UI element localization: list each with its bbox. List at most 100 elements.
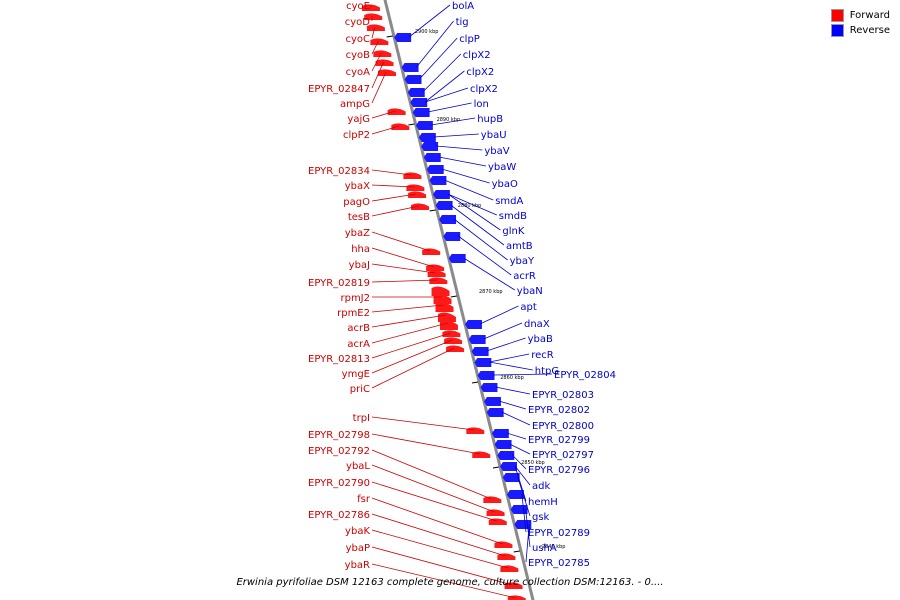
reverse-gene-leader — [463, 257, 516, 291]
reverse-gene-leader — [425, 87, 469, 103]
forward-gene-leader — [371, 184, 415, 188]
forward-gene-block — [408, 191, 427, 198]
forward-gene-label: ybaZ — [345, 228, 370, 239]
scale-tick — [408, 123, 415, 126]
reverse-gene-label: amtB — [506, 241, 533, 252]
reverse-gene-block — [502, 473, 520, 482]
reverse-gene-leader — [424, 70, 465, 103]
scale-tick — [492, 466, 500, 469]
reverse-gene-block — [506, 490, 524, 499]
forward-gene-block — [427, 270, 446, 277]
reverse-gene-leader — [441, 168, 490, 184]
forward-gene-leader — [371, 416, 475, 431]
forward-gene-leader — [371, 26, 376, 39]
reverse-gene-block — [510, 505, 528, 514]
forward-gene-label: acrB — [347, 323, 370, 334]
forward-gene-label: ampG — [340, 99, 370, 110]
forward-gene-label: hha — [351, 244, 370, 255]
scale-tick-label: 2840 kbp — [542, 544, 566, 550]
forward-gene-leader — [371, 71, 387, 104]
forward-gene-label: trpI — [353, 413, 370, 424]
reverse-gene-label: EPYR_02800 — [532, 421, 594, 432]
forward-gene-label: ymgE — [342, 369, 370, 380]
forward-gene-label: EPYR_02819 — [308, 278, 370, 289]
reverse-gene-label: adk — [532, 481, 550, 492]
reverse-gene-leader — [521, 493, 527, 533]
reverse-swatch — [830, 24, 844, 37]
forward-gene-leader — [371, 231, 431, 252]
reverse-gene-leader — [498, 400, 527, 410]
reverse-gene-label: smdA — [495, 196, 523, 207]
forward-gene-leader — [371, 529, 509, 569]
forward-gene-label: cyoA — [346, 67, 371, 78]
reverse-gene-leader — [408, 4, 451, 38]
reverse-gene-block — [404, 75, 422, 84]
reverse-gene-block — [432, 190, 450, 199]
forward-gene-label: cyoD — [345, 17, 371, 28]
reverse-gene-block — [415, 121, 433, 130]
scale-tick — [513, 550, 520, 553]
reverse-gene-leader — [430, 117, 476, 126]
forward-gene-leader — [371, 279, 438, 283]
forward-gene-leader — [371, 433, 481, 455]
forward-gene-block — [431, 286, 450, 296]
scale-tick-label: 2860 kbp — [500, 375, 524, 381]
forward-gene-label: ybaJ — [349, 260, 370, 271]
reverse-gene-label: clpX2 — [470, 84, 498, 95]
forward-gene-leader — [371, 546, 513, 586]
reverse-gene-label: gsk — [532, 512, 550, 523]
reverse-gene-label: recR — [531, 350, 554, 361]
reverse-gene-label: tig — [456, 17, 469, 28]
reverse-gene-label: EPYR_02785 — [528, 558, 590, 569]
forward-gene-leader — [371, 247, 435, 268]
forward-gene-block — [361, 4, 380, 11]
reverse-gene-block — [407, 88, 425, 97]
forward-gene-leader — [371, 193, 417, 202]
reverse-gene-block — [435, 201, 453, 210]
reverse-gene-label: ybaW — [488, 162, 516, 173]
reverse-gene-label: EPYR_02796 — [528, 465, 590, 476]
forward-gene-block — [444, 337, 463, 344]
reverse-gene-leader — [489, 353, 530, 363]
forward-gene-leader — [369, 4, 373, 8]
reverse-gene-leader — [433, 133, 479, 138]
reverse-gene-leader — [450, 204, 505, 246]
forward-gene-label: EPYR_02834 — [308, 166, 370, 177]
forward-gene-leader — [371, 322, 449, 344]
reverse-gene-block — [439, 215, 457, 224]
reverse-gene-leader — [438, 156, 487, 167]
forward-gene-leader — [371, 497, 503, 545]
forward-gene-leader — [371, 125, 400, 135]
reverse-gene-label: hemH — [528, 497, 558, 508]
reverse-gene-label: bolA — [452, 1, 474, 12]
forward-gene-block — [373, 50, 392, 57]
forward-gene-label: ybaR — [345, 560, 370, 571]
reverse-gene-block — [429, 176, 447, 185]
forward-gene-label: ybaK — [345, 526, 370, 537]
forward-gene-label: cyoE — [346, 1, 370, 12]
forward-gene-label: pagO — [343, 197, 370, 208]
reverse-gene-label: EPYR_02804 — [554, 370, 616, 381]
reverse-gene-block — [499, 462, 517, 471]
forward-gene-block — [378, 69, 397, 76]
reverse-gene-leader — [435, 145, 483, 151]
forward-gene-label: yajG — [347, 114, 370, 125]
reverse-gene-leader — [447, 193, 501, 231]
forward-gene-label: priC — [350, 384, 370, 395]
reverse-gene-label: ybaO — [492, 179, 518, 190]
forward-gene-block — [466, 427, 485, 434]
reverse-gene-leader — [444, 179, 494, 201]
reverse-gene-label: hupB — [477, 114, 503, 125]
reverse-gene-label: ushA — [532, 543, 557, 554]
reverse-gene-label: glnK — [502, 226, 524, 237]
reverse-gene-block — [486, 408, 504, 417]
forward-gene-label: clpP2 — [343, 130, 370, 141]
scale-tick — [386, 35, 393, 38]
reverse-gene-leader — [517, 476, 531, 517]
forward-gene-label: fsr — [357, 494, 371, 505]
forward-gene-block — [411, 203, 430, 210]
scale-tick — [471, 381, 479, 384]
reverse-gene-leader — [483, 322, 523, 340]
reverse-gene-block — [448, 254, 466, 263]
forward-gene-block — [387, 108, 406, 115]
